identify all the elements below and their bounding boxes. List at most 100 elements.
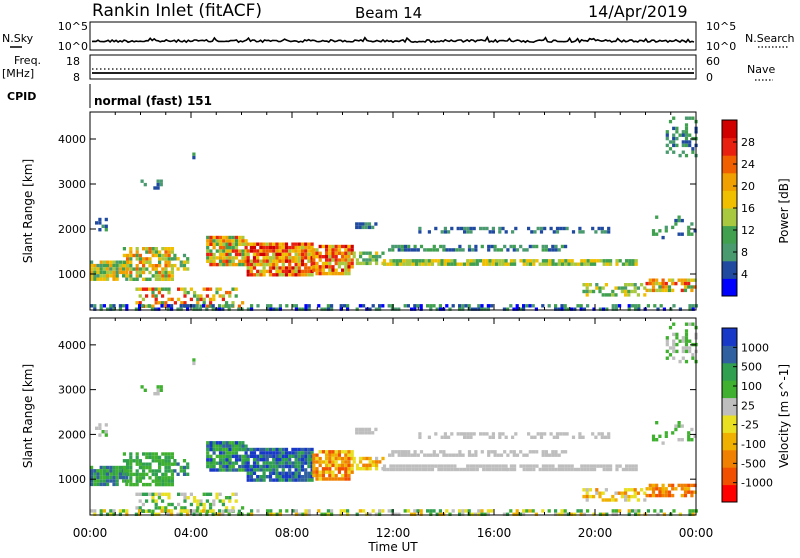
velocity-cell (310, 458, 314, 462)
power-cell (148, 264, 152, 268)
power-cell (228, 235, 232, 240)
power-colorbar-swatch (722, 278, 737, 297)
velocity-cell (525, 464, 529, 468)
power-cell (148, 260, 152, 264)
velocity-cell (462, 467, 467, 472)
velocity-cell (221, 512, 225, 516)
power-cell (602, 262, 606, 266)
power-cell (301, 307, 305, 311)
velocity-cell (318, 456, 322, 461)
velocity-cell (598, 512, 602, 516)
velocity-cell (310, 468, 314, 472)
velocity-cell (661, 483, 665, 488)
power-cell (585, 286, 589, 290)
velocity-cell (593, 467, 597, 472)
power-cell (256, 256, 260, 260)
power-cell (294, 245, 298, 250)
velocity-cell (241, 458, 245, 462)
velocity-cell (375, 463, 379, 467)
velocity-cell (494, 464, 499, 468)
velocity-cell (664, 434, 668, 438)
velocity-cell (513, 467, 517, 472)
velocity-cell (684, 359, 689, 364)
velocity-cell (680, 487, 684, 491)
velocity-cell (690, 483, 694, 488)
power-cell (677, 278, 681, 282)
velocity-cell (265, 454, 269, 458)
power-cell (288, 252, 292, 257)
velocity-cell (504, 464, 508, 468)
power-cell (249, 259, 253, 263)
velocity-cell (307, 478, 311, 482)
velocity-cell (141, 509, 145, 513)
velocity-cell (485, 467, 489, 472)
velocity-cell (161, 492, 165, 496)
power-cell (469, 259, 473, 263)
power-cell (532, 259, 536, 263)
power-cell (259, 249, 263, 253)
power-cell (680, 218, 684, 223)
power-cell (272, 249, 276, 253)
velocity-cell (571, 435, 576, 439)
power-cell (193, 294, 197, 298)
power-cell (352, 254, 356, 259)
velocity-cell (539, 435, 544, 439)
power-cell (368, 258, 372, 262)
velocity-cell (93, 469, 97, 473)
power-cell (209, 249, 213, 253)
velocity-cell (209, 458, 213, 462)
power-cell (135, 277, 139, 281)
power-cell (228, 246, 232, 250)
power-cell (215, 235, 219, 240)
velocity-cell (611, 509, 615, 513)
power-cell (504, 259, 508, 263)
power-cell (671, 281, 675, 286)
velocity-cell (315, 470, 319, 474)
power-cell (218, 287, 222, 291)
power-cell (99, 307, 103, 311)
power-cell (586, 304, 590, 308)
power-cell (186, 307, 190, 311)
velocity-cell (179, 509, 183, 513)
velocity-cell (167, 492, 171, 496)
velocity-cell (161, 499, 165, 503)
power-cell (321, 244, 325, 249)
power-cell (334, 244, 338, 249)
power-cell (618, 304, 622, 308)
velocity-colorbar-swatch (722, 362, 737, 381)
power-cell (690, 285, 694, 289)
velocity-cell (328, 450, 332, 454)
velocity-cell (532, 467, 536, 472)
velocity-cell (215, 468, 219, 472)
velocity-cell (426, 453, 430, 457)
velocity-cell (244, 447, 248, 452)
velocity-cell (651, 487, 656, 491)
velocity-cell (129, 469, 133, 473)
power-cell (471, 248, 475, 252)
power-cell (499, 248, 504, 252)
power-cell (99, 270, 103, 275)
velocity-cell (96, 482, 100, 487)
power-cell (541, 304, 545, 308)
power-cell (375, 258, 379, 262)
velocity-cell (241, 444, 245, 448)
velocity-cell (244, 454, 248, 459)
power-cell (104, 217, 108, 222)
velocity-cell (665, 339, 669, 343)
power-cell (122, 253, 126, 258)
power-cell (147, 304, 151, 308)
power-cell (512, 248, 516, 252)
power-cell (102, 274, 106, 278)
velocity-cell (269, 512, 273, 516)
power-cell (166, 307, 170, 311)
power-cell (138, 267, 142, 271)
power-cell (98, 228, 102, 232)
velocity-cell (262, 478, 266, 482)
velocity-cell (614, 498, 618, 502)
velocity-cell (154, 499, 158, 503)
power-cell (478, 259, 483, 263)
velocity-cell (627, 509, 631, 513)
velocity-cell (307, 447, 311, 452)
power-cell (90, 277, 94, 281)
power-cell (680, 288, 684, 293)
